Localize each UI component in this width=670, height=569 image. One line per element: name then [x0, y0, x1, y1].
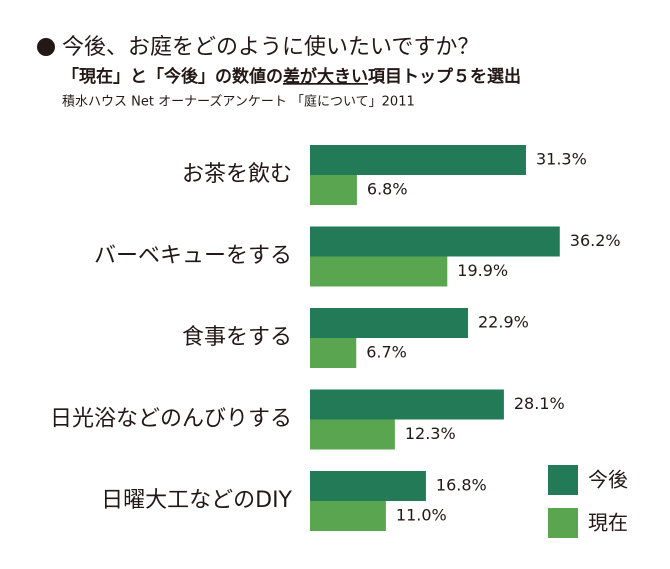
- bar: [310, 256, 448, 287]
- category-label: 日光浴などのんびりする: [50, 407, 292, 432]
- value-label: 19.9%: [457, 261, 508, 280]
- subtitle-part: 「現在」と「今後」の数値の: [62, 66, 283, 87]
- value-label: 22.9%: [478, 313, 529, 332]
- value-label: 36.2%: [570, 231, 621, 250]
- chart-source: 積水ハウス Net オーナーズアンケート 「庭について」2011: [62, 94, 415, 110]
- value-label: 11.0%: [396, 506, 447, 525]
- bar: [310, 419, 395, 450]
- category-label: バーベキューをする: [94, 244, 292, 269]
- category-label: お茶を飲む: [182, 162, 292, 187]
- legend-label: 今後: [588, 468, 628, 492]
- bar: [310, 338, 357, 368]
- bar: [310, 308, 469, 338]
- chart-title: 今後、お庭をどのように使いたいですか？: [62, 35, 479, 60]
- subtitle-part: 項目トップ５を選出: [368, 66, 521, 87]
- title-bullet: [37, 38, 55, 56]
- bar: [310, 389, 504, 420]
- value-label: 16.8%: [436, 476, 487, 495]
- subtitle-emphasis: 差が大きい: [283, 66, 368, 87]
- value-label: 28.1%: [514, 394, 565, 413]
- bar: [310, 501, 386, 531]
- chart-subtitle: 「現在」と「今後」の数値の差が大きい項目トップ５を選出: [62, 66, 521, 87]
- category-label: 食事をする: [182, 325, 292, 350]
- category-label: 日曜大工などのDIY: [101, 488, 292, 513]
- value-label: 6.8%: [367, 180, 408, 199]
- value-label: 31.3%: [536, 150, 587, 169]
- bar: [310, 226, 560, 257]
- legend-label: 現在: [588, 511, 628, 535]
- legend-swatch: [548, 508, 578, 538]
- legend-swatch: [548, 465, 578, 495]
- value-label: 12.3%: [405, 424, 456, 443]
- bar: [310, 471, 426, 501]
- value-label: 6.7%: [366, 343, 407, 362]
- bar: [310, 175, 357, 205]
- bar: [310, 145, 526, 175]
